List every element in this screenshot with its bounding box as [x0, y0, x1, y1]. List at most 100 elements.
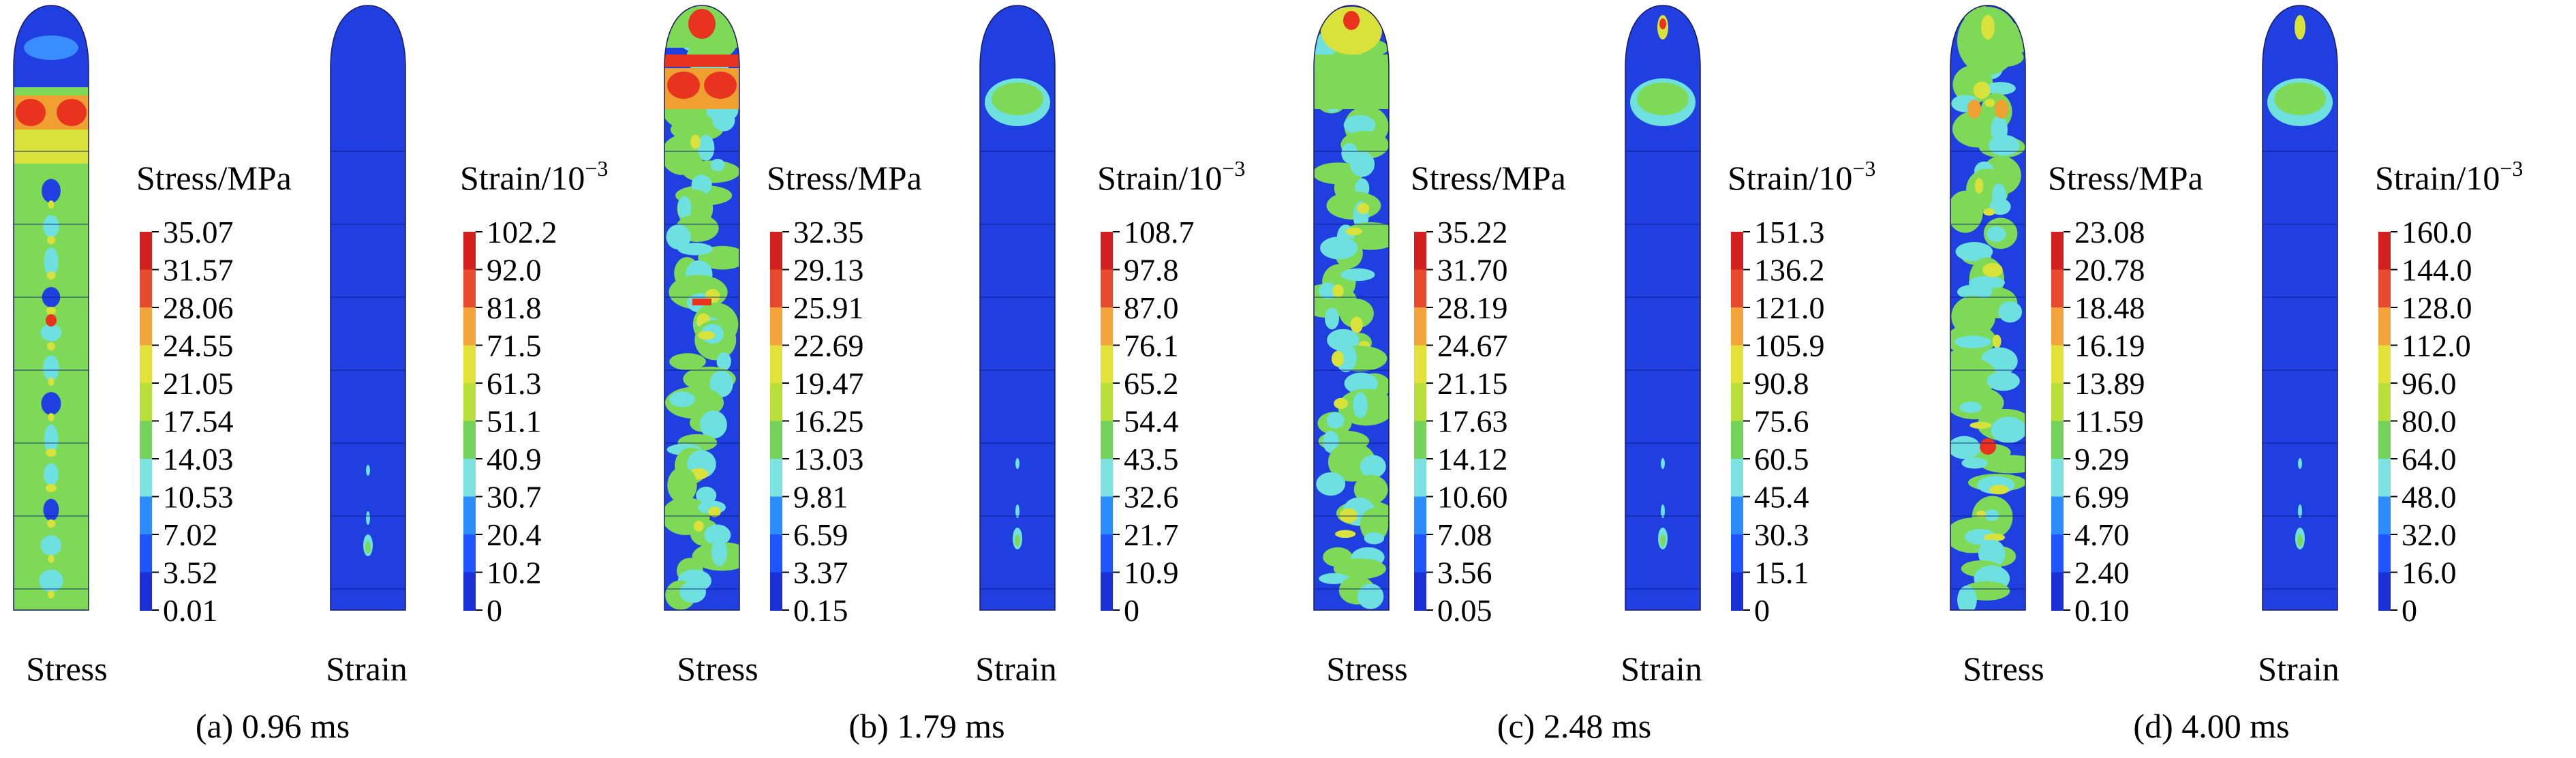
- strain-label: Strain: [326, 650, 407, 688]
- strain-hot: [2295, 15, 2305, 40]
- stress-blob: [1957, 284, 1993, 300]
- strain-hot: [366, 511, 370, 525]
- stress-blob: [696, 486, 717, 504]
- colorbar-tick-label: 128.0: [2402, 290, 2472, 325]
- colorbar-segment: [2051, 496, 2064, 535]
- stress-blob: [46, 519, 56, 528]
- stress-outline: [13, 5, 89, 611]
- colorbar-segment: [140, 572, 152, 611]
- stress-hot: [16, 99, 46, 126]
- stress-blob: [43, 498, 59, 521]
- colorbar-segment: [1731, 383, 1743, 422]
- stress-blob: [1350, 316, 1363, 333]
- stress-blob: [43, 215, 59, 238]
- colorbar-tick-label: 81.8: [487, 290, 542, 325]
- colorbar-segment: [463, 232, 476, 271]
- stress-blob: [44, 247, 59, 276]
- stress-blob: [48, 378, 55, 386]
- stress-blob: [677, 243, 714, 256]
- strain-hot: [2298, 504, 2302, 518]
- stress-blob: [1987, 226, 2006, 242]
- colorbar-tick-label: 14.12: [1437, 442, 1508, 476]
- colorbar-segment: [2378, 421, 2391, 459]
- stress-blob: [1339, 299, 1374, 329]
- stress-blob: [47, 342, 55, 350]
- stress-blob: [48, 200, 55, 209]
- legend-title-base: Strain/10: [1728, 159, 1852, 197]
- colorbar-tick-label: 7.08: [1437, 517, 1492, 552]
- stress-hot: [57, 99, 87, 126]
- stress-blob: [711, 538, 728, 566]
- colorbar-segment: [770, 345, 782, 384]
- strain-legend-title: Strain/10−3: [1097, 156, 1245, 197]
- panel-caption: (d) 4.00 ms: [2133, 707, 2289, 745]
- colorbar-tick-label: 3.52: [163, 556, 218, 590]
- strain-hot: [1661, 458, 1665, 469]
- stress-blob: [41, 392, 61, 415]
- colorbar-tick-label: 102.2: [487, 215, 557, 249]
- stress-blob: [1339, 508, 1358, 523]
- colorbar-tick-label: 16.25: [793, 404, 864, 439]
- colorbar-segment: [1414, 459, 1426, 498]
- strain-outline: [979, 5, 1056, 611]
- colorbar-tick-label: 30.7: [487, 480, 542, 515]
- colorbar-tick-label: 9.29: [2074, 442, 2130, 476]
- stress-hot: [1343, 11, 1360, 30]
- stress-blob: [1984, 82, 2016, 95]
- panel-caption: (c) 2.48 ms: [1497, 707, 1651, 745]
- colorbar-tick-label: 10.60: [1437, 480, 1508, 515]
- colorbar-tick-label: 0.01: [163, 593, 218, 628]
- stress-outline: [664, 5, 740, 611]
- stress-blob: [1319, 573, 1349, 584]
- stress-blob: [1984, 98, 1995, 107]
- colorbar-tick-label: 19.47: [793, 366, 864, 401]
- colorbar-segment: [463, 534, 476, 573]
- colorbar-tick-label: 90.8: [1754, 366, 1809, 401]
- colorbar-tick-label: 17.54: [163, 404, 234, 439]
- stress-blob: [669, 391, 695, 408]
- strain-hot: [1659, 18, 1666, 29]
- legend-title-exponent: −3: [1852, 156, 1875, 181]
- colorbar-segment: [770, 534, 782, 573]
- stress-blob: [1950, 436, 1981, 459]
- colorbar-segment: [2378, 269, 2391, 308]
- stress-blob: [712, 109, 735, 132]
- colorbar-segment: [1731, 345, 1743, 384]
- stress-blob: [1984, 533, 2006, 542]
- stress-hot: [667, 72, 700, 99]
- colorbar-tick-label: 40.9: [487, 442, 542, 476]
- colorbar-tick-label: 10.53: [163, 480, 234, 515]
- stress-label: Stress: [677, 650, 758, 688]
- stress-blob: [1957, 7, 2019, 75]
- colorbar-tick-label: 0.10: [2074, 593, 2130, 628]
- strain-outline: [2262, 5, 2338, 611]
- stress-hot: [1980, 438, 1996, 455]
- colorbar-tick-label: 23.08: [2074, 215, 2145, 249]
- colorbar-segment: [2051, 345, 2064, 384]
- stress-hot: [688, 9, 716, 39]
- strain-field: [1625, 5, 1700, 610]
- stress-blob: [679, 581, 707, 603]
- colorbar-segment: [1731, 269, 1743, 308]
- colorbar-tick-label: 15.1: [1754, 556, 1809, 590]
- stress-legend-title: Stress/MPa: [2048, 159, 2203, 197]
- stress-blob: [1992, 334, 2002, 348]
- colorbar-segment: [1101, 307, 1113, 346]
- strain-legend: Strain/10−3 102.2 92.081.8 71.561.351.140.9…: [460, 156, 608, 628]
- colorbar-segment: [1101, 383, 1113, 422]
- stress-blob: [46, 449, 57, 457]
- stress-blob: [1950, 190, 1983, 233]
- strain-hot: [1660, 534, 1666, 547]
- stress-label: Stress: [1963, 650, 2044, 688]
- stress-blob: [46, 307, 57, 315]
- colorbar-tick-label: 61.3: [487, 366, 542, 401]
- colorbar-segment: [140, 307, 152, 346]
- legend-title-exponent: −3: [1222, 156, 1245, 181]
- strain-field: [331, 5, 405, 610]
- stress-blob: [40, 535, 62, 556]
- stress-blob: [1364, 532, 1385, 545]
- colorbar-segment: [1101, 459, 1113, 498]
